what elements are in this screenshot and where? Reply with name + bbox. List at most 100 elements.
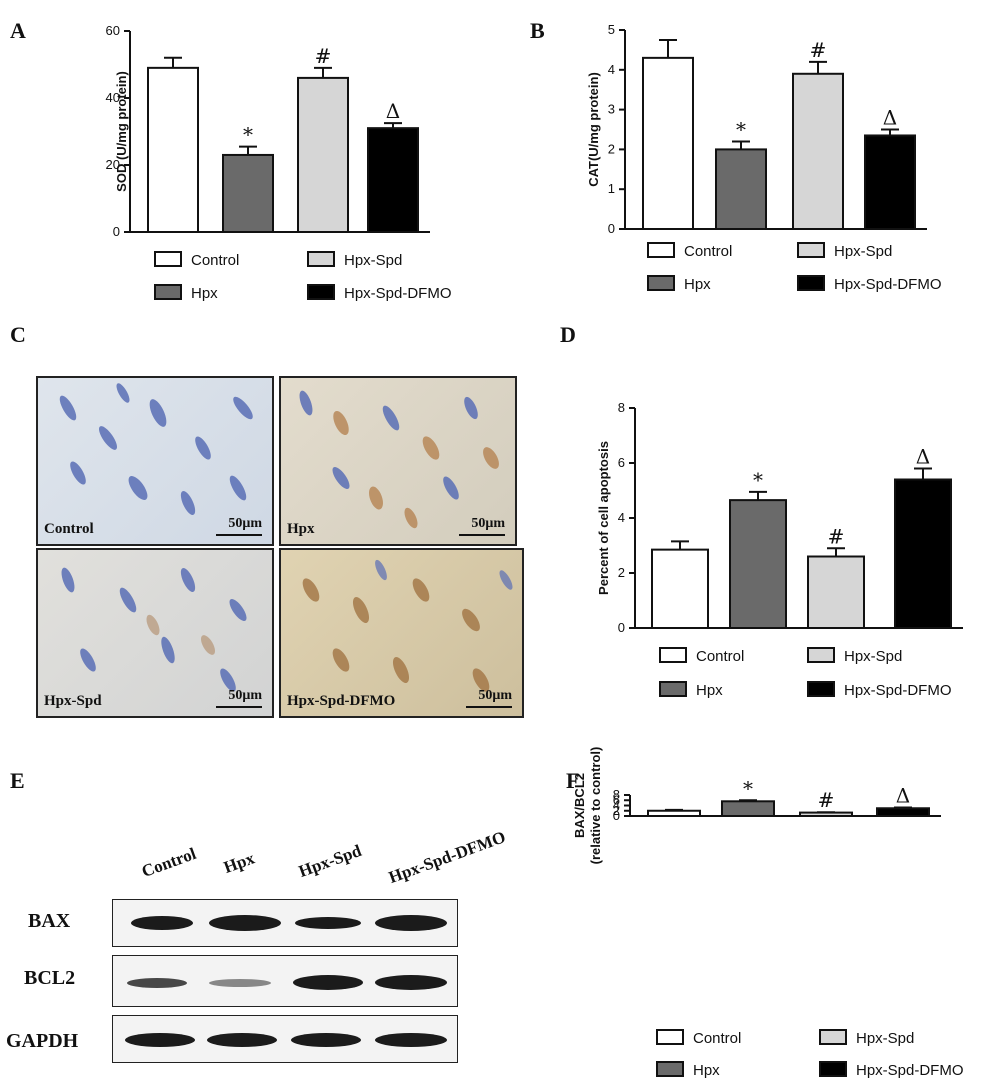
scale-label-hpx: 50μm [471,516,505,531]
y-tick-label-b-4: 4 [608,62,615,77]
scale-bar-control [216,534,262,536]
y-tick-label-f-4: 8 [613,787,620,802]
blot-row-gapdh: GAPDH [6,1030,79,1052]
legend-label-a-1: Hpx [191,285,218,302]
significance-mark-b-3: Δ [883,106,897,130]
legend-swatch-b-0 [647,242,675,258]
band-gapdh-hpx-spd-dfmo [375,1033,447,1047]
y-tick-label-a-0: 0 [113,224,120,239]
significance-mark-f-1: * [743,776,753,800]
legend-label-d-3: Hpx-Spd-DFMO [844,682,952,699]
micrograph-label-control: Control [44,521,94,537]
legend-label-f-1: Hpx [693,1062,720,1079]
significance-mark-d-2: # [828,524,845,548]
legend-swatch-f-0 [656,1029,684,1045]
band-gapdh-control [125,1033,195,1047]
significance-mark-a-2: # [315,44,332,68]
bar-b-2 [792,72,844,230]
panel-letter-c: C [10,322,26,347]
y-tick-label-b-5: 5 [608,22,615,37]
bar-b-3 [864,134,916,230]
significance-mark-a-1: * [243,123,253,147]
band-bax-hpx-spd-dfmo [375,915,447,931]
y-tick-label-b-2: 2 [608,141,615,156]
band-bax-control [131,916,193,930]
panel-letter-f: F [566,768,580,793]
legend-label-f-2: Hpx-Spd [856,1030,914,1047]
blot-strip-gapdh [112,1015,458,1063]
blot-row-bax: BAX [28,910,71,932]
scale-label-hpx-spd-dfmo: 50μm [478,688,512,703]
legend-swatch-f-1 [656,1061,684,1077]
panel-letter-e: E [10,768,25,793]
legend-label-f-3: Hpx-Spd-DFMO [856,1062,964,1079]
micrograph-texture-control [59,383,253,515]
y-axis-label-b: CAT(U/mg protein) [586,72,601,187]
bar-d-2 [807,555,865,629]
y-axis-label-f: BAX/BCL2 [572,773,587,838]
y-tick-label-b-1: 1 [608,181,615,196]
y-axis-label-a: SOD (U/mg protein) [114,71,129,192]
bar-a-1 [222,153,274,233]
legend-label-d-1: Hpx [696,682,723,699]
bar-f-1 [721,800,775,817]
significance-mark-a-3: Δ [386,99,400,123]
legend-label-a-3: Hpx-Spd-DFMO [344,285,452,302]
y-tick-label-d-2: 4 [618,510,625,525]
legend-label-a-2: Hpx-Spd [344,252,402,269]
legend-swatch-d-2 [807,647,835,663]
scale-bar-hpx-spd [216,706,262,708]
blot-strip-bcl2 [112,955,458,1007]
legend-swatch-a-2 [307,251,335,267]
micrograph-control: Control 50μm [36,376,274,546]
legend-label-b-1: Hpx [684,276,711,293]
bar-b-0 [642,56,694,230]
legend-label-b-3: Hpx-Spd-DFMO [834,276,942,293]
micrograph-label-hpx: Hpx [287,521,315,537]
micrograph-label-hpx-spd-dfmo: Hpx-Spd-DFMO [287,693,396,709]
band-bcl2-hpx-spd-dfmo [375,975,447,990]
y-tick-label-d-4: 8 [618,400,625,415]
y-tick-label-f-0: 0 [613,808,620,823]
panel-letter-a: A [10,18,26,43]
band-gapdh-hpx [207,1033,277,1047]
y-axis-label2-f: (relative to control) [588,747,603,865]
band-bcl2-hpx-spd [293,975,363,990]
scale-bar-hpx [459,534,505,536]
panel-letter-d: D [560,322,576,347]
bar-a-3 [367,127,419,233]
micrograph-label-hpx-spd: Hpx-Spd [44,693,102,709]
y-tick-label-d-0: 0 [618,620,625,635]
scale-bar-hpx-spd-dfmo [466,706,512,708]
y-tick-label-f-3: 6 [613,792,620,807]
legend-label-f-0: Control [693,1030,741,1047]
y-tick-label-d-3: 6 [618,455,625,470]
legend-swatch-f-2 [819,1029,847,1045]
legend-swatch-a-3 [307,284,335,300]
bar-b-1 [715,148,767,230]
y-tick-label-a-2: 40 [106,90,120,105]
legend-swatch-b-3 [797,275,825,291]
significance-mark-f-2: # [818,788,835,812]
micrograph-hpx-spd: Hpx-Spd 50μm [36,548,274,718]
legend-swatch-d-3 [807,681,835,697]
micrograph-hpx-spd-dfmo: Hpx-Spd-DFMO 50μm [279,548,524,718]
bar-a-2 [297,76,349,234]
legend-label-d-0: Control [696,648,744,665]
y-tick-label-d-1: 2 [618,565,625,580]
legend-swatch-d-0 [659,647,687,663]
significance-mark-d-3: Δ [916,445,930,469]
legend-swatch-a-1 [154,284,182,300]
band-bcl2-control [127,978,187,988]
micrograph-texture-hpx [299,390,499,529]
y-tick-label-b-0: 0 [608,221,615,236]
micrograph-texture-hpx-spd-dfmo [302,559,513,692]
blot-strip-bax [112,899,458,947]
bar-d-3 [894,478,952,629]
bar-f-3 [876,807,930,817]
y-tick-label-b-3: 3 [608,102,615,117]
legend-swatch-d-1 [659,681,687,697]
bar-f-0 [647,809,701,817]
bar-d-0 [651,548,709,629]
